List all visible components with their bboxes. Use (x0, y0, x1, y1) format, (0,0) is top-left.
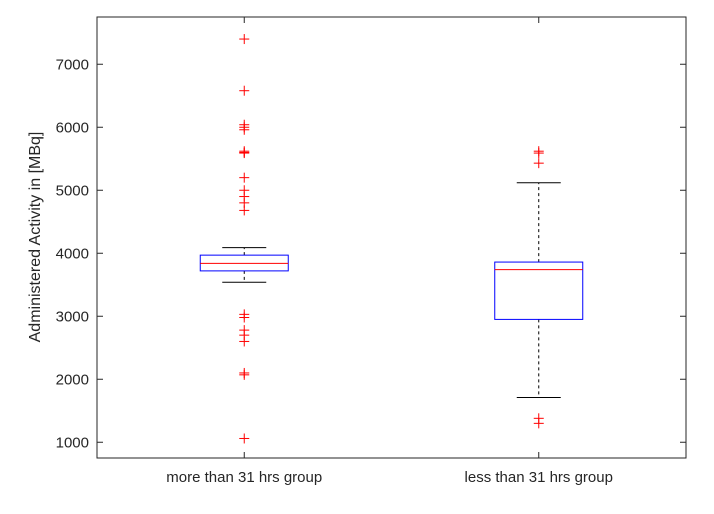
outlier-marker (239, 172, 250, 183)
y-tick-label: 5000 (56, 182, 89, 199)
box-group (199, 34, 289, 444)
outlier-marker (239, 336, 250, 347)
outlier-marker (533, 418, 544, 429)
box-iqr (494, 261, 584, 320)
outlier-marker (239, 312, 250, 323)
outlier-marker (239, 34, 250, 45)
y-axis-label: Administered Activity in [MBq] (27, 132, 44, 343)
y-axis: 1000 2000 3000 4000 5000 6000 7000 (56, 56, 686, 451)
y-tick-label: 3000 (56, 308, 89, 325)
x-tick-label: more than 31 hrs group (166, 469, 322, 486)
y-tick-label: 1000 (56, 434, 89, 451)
outlier-marker (239, 205, 250, 216)
outlier-marker (533, 158, 544, 169)
x-tick-label: less than 31 hrs group (465, 469, 613, 486)
outlier-marker (239, 124, 250, 135)
plot-area (96, 16, 687, 459)
y-tick-label: 4000 (56, 245, 89, 262)
y-tick-label: 2000 (56, 371, 89, 388)
outlier-marker (239, 433, 250, 444)
outlier-marker (239, 369, 250, 380)
outlier-marker (533, 148, 544, 159)
box-series (199, 34, 584, 444)
x-axis: more than 31 hrs group less than 31 hrs g… (166, 17, 613, 486)
outlier-marker (239, 85, 250, 96)
outlier-marker (239, 148, 250, 159)
y-tick-label: 7000 (56, 56, 89, 73)
y-tick-label: 6000 (56, 119, 89, 136)
box-group (494, 146, 584, 429)
